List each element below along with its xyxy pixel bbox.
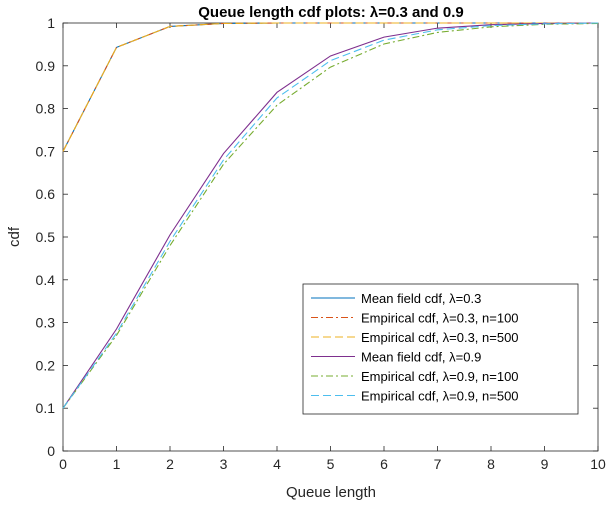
- series-line-2: [62, 22, 598, 152]
- x-tick-label: 7: [434, 456, 442, 472]
- legend-label: Empirical cdf, λ=0.9, n=100: [361, 369, 519, 384]
- legend-label: Empirical cdf, λ=0.3, n=500: [361, 330, 519, 345]
- x-tick-label: 2: [166, 456, 174, 472]
- legend-label: Mean field cdf, λ=0.9: [361, 350, 481, 365]
- y-tick-label: 0.2: [36, 357, 56, 373]
- y-tick-label: 0.7: [36, 143, 56, 159]
- y-tick-label: 0.8: [36, 101, 56, 117]
- x-tick-label: 3: [220, 456, 228, 472]
- x-tick-label: 5: [327, 456, 335, 472]
- x-tick-label: 4: [273, 456, 281, 472]
- y-axis: 0 0.1 0.2 0.3 0.4 0.5 0.6 0.7 0.8 0.9 1: [36, 15, 598, 459]
- x-tick-label: 6: [380, 456, 388, 472]
- y-tick-label: 1: [47, 15, 55, 31]
- x-tick-label: 8: [487, 456, 495, 472]
- legend-box: [302, 283, 579, 415]
- y-tick-label: 0.4: [36, 272, 56, 288]
- y-tick-label: 0.5: [36, 229, 56, 245]
- legend-label: Empirical cdf, λ=0.3, n=100: [361, 311, 519, 326]
- y-tick-label: 0: [47, 443, 55, 459]
- legend: Mean field cdf, λ=0.3 Empirical cdf, λ=0.…: [302, 283, 579, 415]
- y-tick-label: 0.1: [36, 400, 56, 416]
- x-axis-label: Queue length: [286, 484, 376, 501]
- legend-label: Empirical cdf, λ=0.9, n=500: [361, 389, 519, 404]
- series-line-5: [62, 22, 599, 409]
- x-tick-label: 0: [59, 456, 67, 472]
- y-tick-label: 0.9: [36, 58, 56, 74]
- series-line-4: [62, 22, 599, 409]
- x-tick-label: 9: [541, 456, 549, 472]
- y-tick-label: 0.6: [36, 186, 56, 202]
- chart-title: Queue length cdf plots: λ=0.3 and 0.9: [198, 4, 463, 21]
- x-tick-label: 10: [590, 456, 606, 472]
- series-lines: [62, 22, 599, 409]
- x-tick-label: 1: [113, 456, 121, 472]
- y-axis-label: cdf: [6, 226, 23, 247]
- legend-label: Mean field cdf, λ=0.3: [361, 291, 481, 306]
- series-line-6: [62, 22, 599, 409]
- y-tick-label: 0.3: [36, 315, 56, 331]
